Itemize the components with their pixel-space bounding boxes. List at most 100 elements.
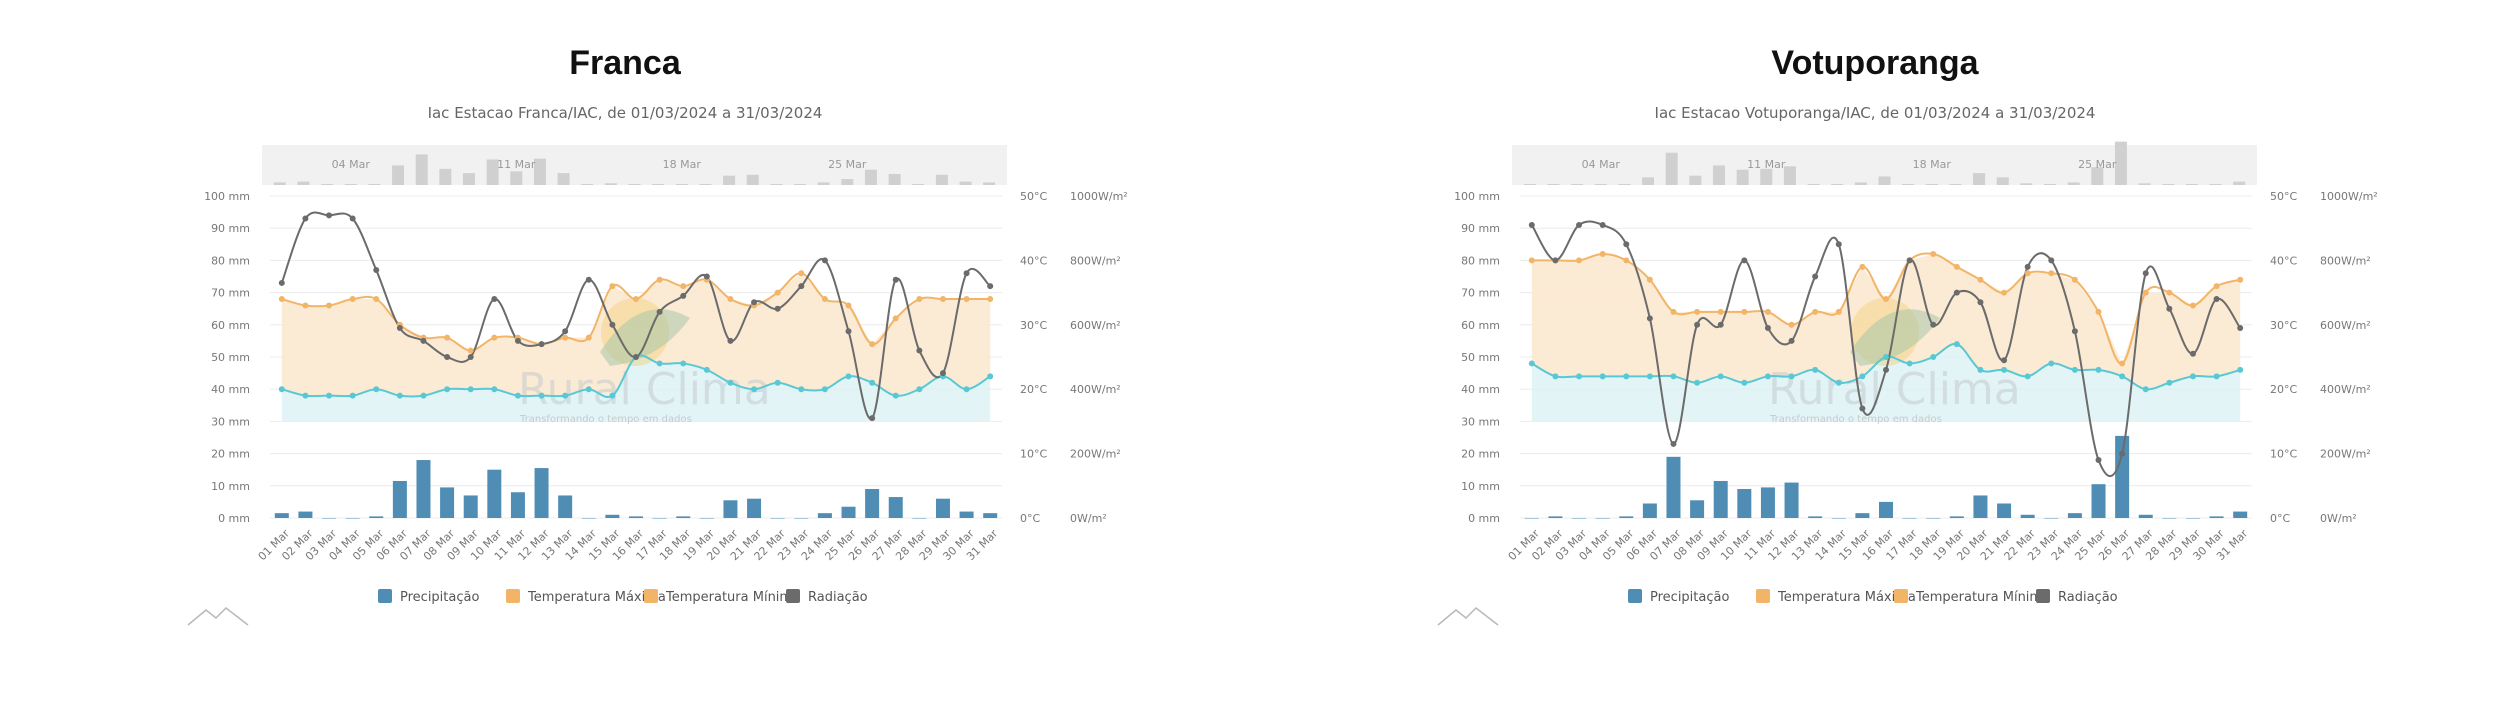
precip-tick-label: 50 mm [1461, 351, 1500, 364]
precip-bar [2115, 435, 2130, 518]
temp-max-point [1599, 250, 1606, 257]
radiation-point [2237, 325, 2244, 332]
temp-tick-label: 0°C [1020, 512, 1040, 525]
temp-max-point [916, 296, 923, 303]
radiation-point [1599, 221, 1606, 228]
precip-tick-label: 60 mm [1461, 319, 1500, 332]
precip-bar [1973, 495, 1988, 518]
mountain-logo-icon [187, 607, 249, 626]
temp-max-point [1717, 308, 1724, 315]
temp-max-point [1835, 308, 1842, 315]
temp-max-point [845, 302, 852, 309]
navigator-bar [1949, 184, 1962, 185]
precip-tick-label: 90 mm [1461, 222, 1500, 235]
temp-tick-label: 40°C [2270, 254, 2297, 267]
radiation-point [2142, 270, 2149, 277]
temp-min-point [1977, 366, 1984, 373]
precip-bar [1808, 516, 1823, 518]
legend-swatch [2036, 589, 2050, 603]
temp-min-point [1623, 373, 1630, 380]
precip-bar [1572, 518, 1587, 519]
radiation-point [1670, 440, 1677, 447]
temp-max-point [2024, 270, 2031, 277]
precip-bar [1997, 503, 2012, 518]
temp-min-point [2237, 366, 2244, 373]
temp-min-point [656, 360, 663, 367]
legend-swatch [644, 589, 658, 603]
temp-min-point [1694, 379, 1701, 386]
chart-panel-franca: 04 Mar 11 Mar 18 Mar 25 Mar 0 mm 10 mm 20 mm 30… [187, 44, 1128, 626]
legend-label: Temperatura Mínima [665, 590, 800, 605]
temp-min-point [1930, 354, 1937, 360]
navigator-bar [1807, 184, 1820, 185]
navigator-bar [1594, 184, 1607, 185]
temp-min-point [987, 373, 994, 380]
precip-bar [841, 506, 856, 518]
precip-bar [2044, 518, 2059, 519]
radiation-point [1977, 299, 1984, 306]
temp-min-point [2189, 373, 2196, 380]
radiation-point [420, 337, 427, 344]
radiation-point [1953, 289, 1960, 296]
navigator-label: 25 Mar [2078, 158, 2117, 171]
temp-max-point [987, 296, 994, 303]
rad-tick-label: 0W/m² [2320, 512, 2357, 525]
temp-min-point [774, 379, 781, 386]
navigator-bar [723, 175, 736, 185]
watermark-leaf [600, 309, 690, 366]
rad-tick-label: 800W/m² [1070, 254, 1121, 267]
legend-swatch [786, 589, 800, 603]
navigator-bar [415, 154, 428, 185]
temp-max-point [2071, 276, 2078, 283]
temp-min-point [609, 392, 616, 399]
radiation-point [2119, 450, 2126, 457]
navigator-bar [439, 168, 452, 185]
precip-bar [1855, 513, 1870, 518]
temp-max-point [1576, 257, 1583, 264]
precip-bar [699, 518, 714, 519]
precip-bar [1737, 489, 1752, 518]
radiation-point [1576, 221, 1583, 228]
navigator-bar [2067, 182, 2080, 185]
rad-tick-label: 600W/m² [2320, 319, 2371, 332]
radiation-point [1906, 257, 1913, 264]
temp-tick-label: 40°C [1020, 254, 1047, 267]
temp-max-point [798, 270, 805, 277]
precip-bar [298, 511, 313, 518]
temp-max-point [821, 296, 828, 303]
chart-svg-franca: 04 Mar 11 Mar 18 Mar 25 Mar 0 mm 10 mm 20 mm 30… [187, 145, 1128, 626]
rad-tick-label: 200W/m² [2320, 448, 2371, 461]
precip-bar [558, 495, 573, 518]
navigator-bar [2091, 167, 2104, 185]
watermark-text: Rural Clima [1768, 364, 2021, 415]
chart-panel-votuporanga: 04 Mar 11 Mar 18 Mar 25 Mar 0 mm 10 mm 20 mm 30… [1250, 0, 2500, 727]
temp-min-point [1788, 373, 1795, 380]
rad-tick-label: 1000W/m² [2320, 190, 2378, 203]
precip-bar [1926, 518, 1941, 519]
radiation-point [703, 273, 710, 280]
temp-max-point [1646, 276, 1653, 283]
radiation-point [1883, 366, 1889, 373]
temp-max-point [467, 347, 474, 354]
navigator-bar [1996, 177, 2009, 185]
navigator-bar [699, 184, 712, 185]
precip-bar [959, 511, 974, 518]
watermark-leaf [1850, 309, 1940, 366]
temp-tick-label: 30°C [2270, 319, 2297, 332]
navigator-bar [2233, 181, 2246, 185]
precip-bar [652, 518, 667, 519]
precip-bar [676, 516, 691, 518]
temp-min-point [703, 366, 710, 373]
precip-bar [912, 518, 927, 519]
precip-bar [629, 516, 643, 518]
radiation-point [1741, 257, 1748, 264]
temp-min-point [1646, 373, 1653, 380]
precip-bar [935, 498, 950, 518]
legend-label: Temperatura Máxima [1777, 590, 1916, 605]
precip-bar [888, 497, 903, 518]
navigator-bar [628, 184, 641, 185]
radiation-point [1835, 241, 1842, 248]
navigator-bar [841, 179, 854, 185]
precip-bar [2138, 514, 2153, 518]
radiation-point [798, 283, 805, 290]
